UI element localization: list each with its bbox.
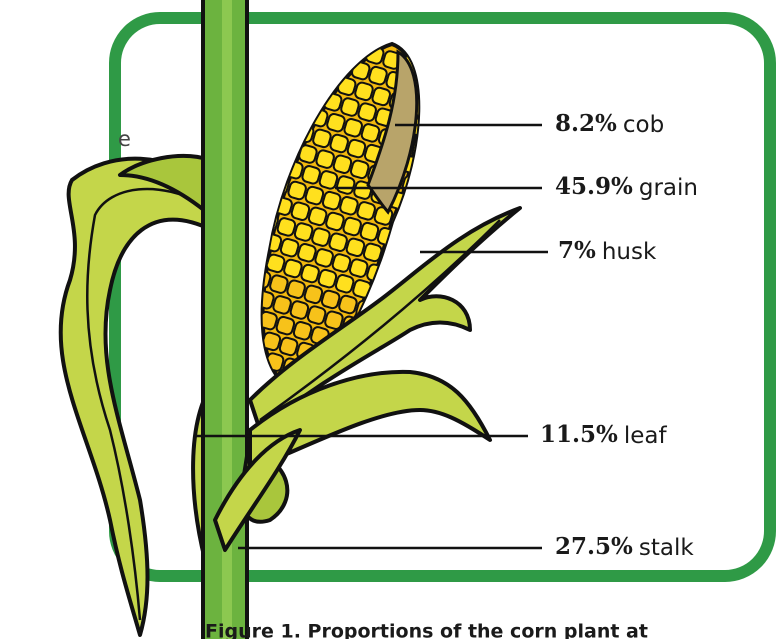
kernel (317, 269, 337, 289)
part-label: 7%husk (558, 237, 657, 265)
part-name: husk (602, 239, 657, 265)
percent: 7% (558, 237, 596, 264)
kernel (321, 289, 341, 309)
kernel (356, 201, 376, 221)
kernel (287, 181, 307, 201)
kernel (340, 97, 360, 117)
percent: 11.5% (540, 421, 618, 448)
kernel (335, 274, 355, 294)
kernel (286, 279, 306, 299)
kernel (325, 212, 345, 232)
kernel (275, 316, 295, 336)
percent: 8.2% (555, 110, 617, 137)
kernel (304, 186, 324, 206)
kernel (338, 295, 358, 315)
kernel (303, 284, 323, 304)
part-name: leaf (624, 423, 668, 449)
kernel (283, 259, 303, 279)
part-name: stalk (639, 535, 694, 561)
part-name: cob (623, 112, 664, 138)
kernel (294, 222, 314, 242)
corn-diagram: e e 8.2%cob 45.9%grain 7%husk 11.5%leaf … (0, 0, 782, 639)
part-label: 27.5%stalk (555, 533, 694, 561)
kernel (279, 337, 299, 357)
kernel (328, 232, 348, 252)
kernel (339, 196, 359, 216)
kernel (272, 295, 292, 315)
kernel (326, 113, 346, 133)
part-label: 8.2%cob (555, 110, 664, 138)
kernel (315, 149, 335, 169)
kernel (276, 217, 296, 237)
part-label: 11.5%leaf (540, 421, 668, 449)
kernel (322, 191, 342, 211)
kernel (280, 238, 300, 258)
kernel (307, 305, 327, 325)
percent: 45.9% (555, 173, 633, 200)
kernel (289, 300, 309, 320)
kernel (363, 242, 383, 262)
kernel (312, 128, 332, 148)
kernel (357, 102, 377, 122)
side-text: e (118, 127, 131, 151)
kernel (311, 227, 331, 247)
part-name: grain (639, 175, 698, 201)
kernel (293, 321, 313, 341)
part-label: 45.9%grain (555, 173, 698, 201)
kernel (342, 217, 362, 237)
kernel (347, 139, 367, 159)
page: e e 8.2%cob 45.9%grain 7%husk 11.5%leaf … (0, 0, 782, 639)
kernel (354, 81, 374, 101)
kernel (329, 134, 349, 154)
kernel (368, 66, 388, 86)
kernel (350, 159, 370, 179)
kernel (346, 237, 366, 257)
kernel (308, 206, 328, 226)
kernel (336, 175, 356, 195)
kernel (314, 248, 334, 268)
kernel (269, 274, 289, 294)
kernel (301, 165, 321, 185)
kernel (300, 264, 320, 284)
kernel (361, 123, 381, 143)
caption: Figure 1. Proportions of the corn plant … (205, 621, 648, 639)
kernel (371, 87, 391, 107)
kernel (360, 222, 380, 242)
kernel (343, 118, 363, 138)
percent: 27.5% (555, 533, 633, 560)
kernel (331, 253, 351, 273)
kernel (333, 154, 353, 174)
kernel (290, 201, 310, 221)
kernel (349, 258, 369, 278)
kernel (297, 243, 317, 263)
